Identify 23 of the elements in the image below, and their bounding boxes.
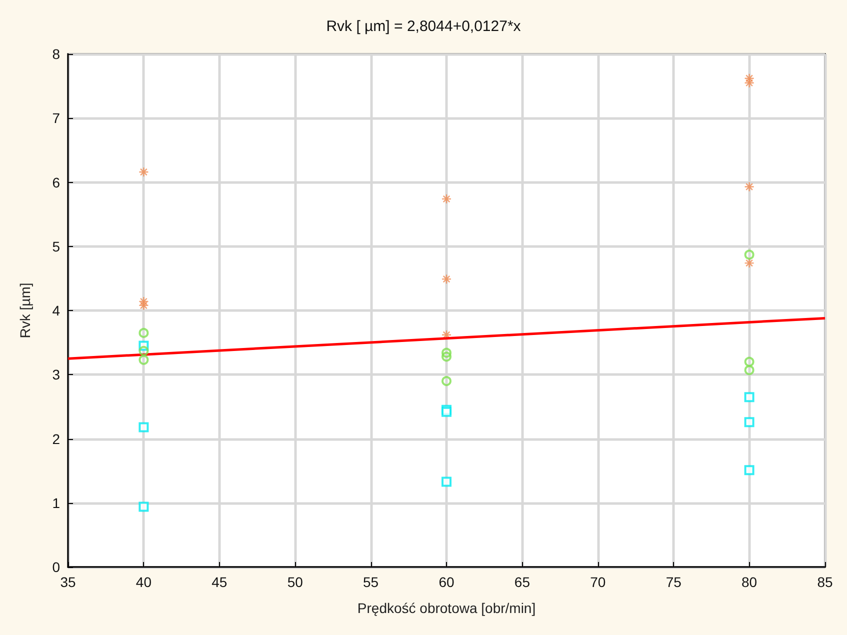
y-tick-label: 3 <box>52 366 60 383</box>
x-tick-label: 60 <box>438 574 454 590</box>
x-tick-label: 85 <box>817 574 833 590</box>
y-tick-label: 1 <box>52 494 60 511</box>
x-tick-label: 70 <box>590 574 606 590</box>
y-axis-title: Rvk [µm] <box>17 282 33 338</box>
chart-title: Rvk [ µm] = 2,8044+0,0127*x <box>326 18 522 35</box>
x-tick-label: 75 <box>666 574 682 590</box>
y-tick-label: 6 <box>52 174 60 190</box>
x-tick-label: 55 <box>363 574 379 590</box>
x-tick-label: 80 <box>742 574 758 590</box>
x-axis-title: Prędkość obrotowa [obr/min] <box>357 600 536 616</box>
y-tick-label: 0 <box>52 559 60 575</box>
y-tick-label: 5 <box>52 238 60 254</box>
y-tick-label: 7 <box>52 110 60 126</box>
x-tick-label: 35 <box>60 574 76 590</box>
y-tick-label: 8 <box>52 46 60 62</box>
x-tick-label: 45 <box>212 574 228 590</box>
x-tick-label: 50 <box>287 574 304 590</box>
y-tick-label: 2 <box>52 430 60 447</box>
x-tick-label: 65 <box>514 574 530 590</box>
x-tick-label: 40 <box>136 574 152 590</box>
y-tick-label: 4 <box>52 302 60 318</box>
